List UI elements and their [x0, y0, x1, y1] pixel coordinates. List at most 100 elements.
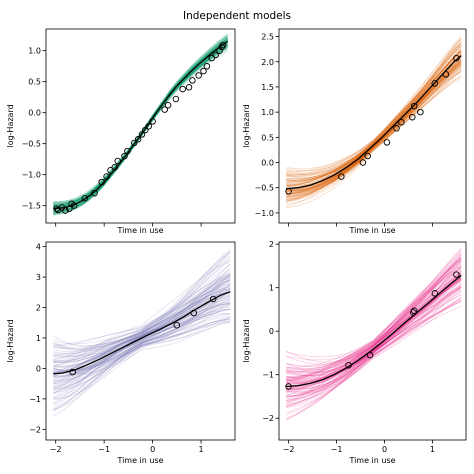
observation-point — [172, 95, 180, 103]
posterior-sample-line — [53, 45, 228, 210]
posterior-sample-line — [53, 306, 231, 366]
posterior-sample-line — [53, 251, 231, 385]
posterior-sample-line — [286, 46, 462, 181]
posterior-sample-line — [286, 263, 462, 379]
observation-point — [98, 178, 105, 186]
posterior-sample-line — [286, 263, 462, 389]
posterior-sample-line — [286, 65, 462, 199]
observation-point — [212, 51, 219, 59]
posterior-sample-line — [53, 320, 231, 375]
posterior-sample-line — [286, 44, 462, 183]
posterior-sample-line — [286, 63, 462, 192]
y-tick-label: 2.5 — [261, 33, 274, 42]
posterior-sample-line — [53, 274, 231, 376]
posterior-sample-line — [286, 300, 462, 393]
posterior-sample-line — [53, 308, 231, 367]
posterior-sample-line — [53, 299, 231, 400]
posterior-sample-line — [53, 46, 228, 209]
observation-point — [124, 147, 131, 155]
posterior-sample-line — [286, 301, 462, 386]
posterior-sample-line — [53, 279, 231, 399]
posterior-sample-line — [286, 60, 462, 197]
posterior-sample-line — [286, 278, 462, 408]
posterior-sample-line — [53, 291, 231, 348]
observation-point — [190, 309, 198, 317]
posterior-sample-line — [286, 56, 462, 205]
posterior-sample-line — [286, 43, 462, 180]
observation-point — [179, 85, 186, 93]
posterior-sample-line — [53, 312, 231, 382]
posterior-sample-line — [53, 44, 228, 214]
observation-point — [164, 101, 172, 109]
posterior-sample-line — [53, 292, 231, 405]
observation-point — [409, 113, 416, 121]
posterior-sample-line — [286, 277, 462, 381]
posterior-sample-line — [53, 290, 231, 390]
x-tick-label: 0 — [150, 445, 155, 454]
posterior-sample-line — [286, 60, 462, 193]
observation-point — [69, 368, 76, 376]
posterior-sample-line — [286, 280, 462, 378]
x-tick-label: −1 — [331, 445, 343, 454]
y-tick-label: 2 — [269, 240, 274, 249]
posterior-sample-line — [53, 289, 231, 373]
posterior-sample-line — [286, 60, 462, 181]
posterior-sample-line — [53, 308, 231, 359]
posterior-sample-line — [53, 46, 228, 212]
observation-point — [285, 383, 292, 390]
posterior-sample-line — [53, 302, 231, 376]
observation-point — [203, 62, 211, 70]
posterior-sample-line — [286, 286, 462, 373]
posterior-sample-line — [53, 274, 231, 345]
posterior-sample-line — [53, 41, 228, 204]
posterior-sample-line — [53, 46, 228, 206]
posterior-sample-line — [53, 38, 228, 203]
posterior-sample-line — [53, 286, 231, 355]
x-axis-label: Time in use — [116, 226, 163, 235]
observation-point — [121, 152, 128, 160]
posterior-sample-line — [286, 68, 462, 189]
posterior-sample-line — [286, 62, 462, 197]
posterior-sample-line — [286, 299, 462, 393]
posterior-sample-line — [53, 287, 231, 353]
x-tick-label: −1 — [98, 445, 110, 454]
posterior-sample-line — [286, 247, 462, 381]
posterior-sample-line — [53, 45, 228, 212]
posterior-sample-line — [286, 75, 462, 191]
posterior-sample-line — [53, 303, 231, 374]
posterior-sample-line — [286, 257, 462, 374]
posterior-sample-line — [286, 257, 462, 384]
observation-point — [417, 108, 424, 116]
observation-point — [410, 307, 418, 315]
posterior-sample-line — [53, 40, 228, 203]
posterior-sample-line — [286, 274, 462, 407]
posterior-sample-line — [53, 257, 231, 362]
plot-area — [285, 247, 462, 421]
posterior-sample-line — [286, 60, 462, 200]
posterior-sample-line — [286, 300, 462, 384]
y-tick-label: 1.5 — [261, 83, 274, 92]
posterior-sample-line — [286, 62, 462, 191]
posterior-sample-line — [286, 60, 462, 200]
observation-point — [195, 72, 202, 79]
posterior-sample-line — [286, 286, 462, 391]
y-tick-label: 2.0 — [261, 58, 274, 67]
posterior-sample-line — [286, 71, 462, 195]
mean-curve-line — [286, 55, 462, 190]
x-tick-label: 0 — [382, 445, 387, 454]
panel-top-right: −1.0 −0.5 0.0 0.5 1.0 1.5 2.0 2.5 Time in use log… — [242, 28, 467, 235]
panel-bottom-right: −2 −1 0 1 −2 −1 0 1 2 Time in use log-Hazard — [242, 240, 467, 465]
posterior-sample-line — [53, 313, 231, 350]
figure-title: Independent models — [183, 10, 291, 22]
posterior-sample-line — [53, 288, 231, 361]
posterior-sample-line — [53, 301, 231, 358]
observation-point — [200, 67, 207, 75]
observation-point — [91, 189, 98, 197]
x-axis-label: Time in use — [348, 456, 395, 465]
y-tick-label: 1.0 — [28, 47, 41, 56]
y-tick-label: 0.5 — [28, 78, 41, 87]
posterior-sample-line — [286, 38, 462, 183]
posterior-sample-line — [53, 297, 231, 383]
posterior-sample-line — [286, 66, 462, 196]
